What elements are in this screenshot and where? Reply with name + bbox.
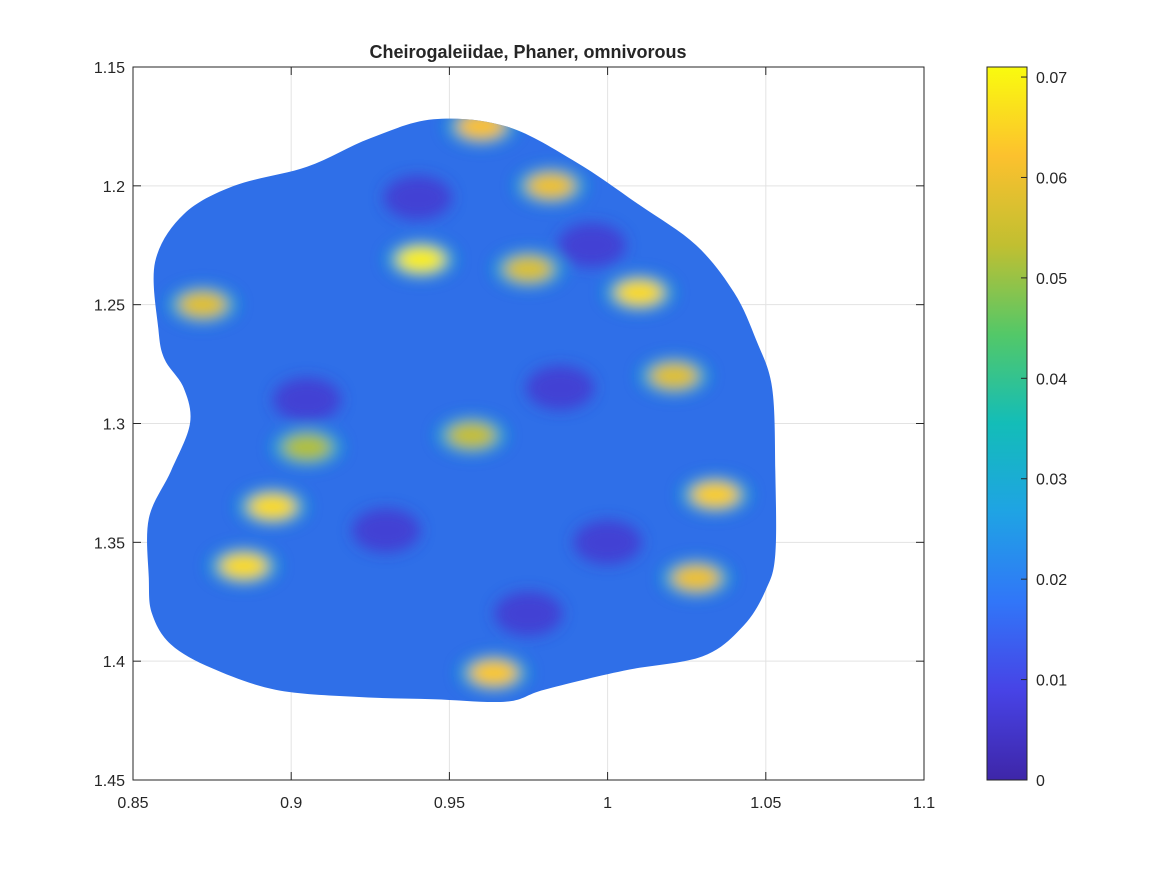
highlight-spot: [219, 553, 268, 580]
y-tick-label: 1.2: [103, 179, 125, 196]
colorbar-tick-label: 0.01: [1036, 673, 1067, 690]
y-tick-label: 1.15: [94, 60, 125, 77]
low-region: [273, 377, 342, 422]
colorbar-gradient: [986, 66, 1028, 781]
colorbar-tick-label: 0.07: [1036, 70, 1067, 87]
highlight-spot: [283, 434, 332, 461]
highlight-spot: [248, 493, 297, 520]
highlight-spot: [469, 660, 518, 687]
x-tick-label: 1: [603, 795, 612, 812]
highlight-spot: [447, 422, 496, 449]
colorbar-ticks: 0 0.01 0.02 0.03 0.04 0.05 0.06 0.07: [1021, 70, 1067, 790]
colorbar-tick-label: 0.06: [1036, 170, 1067, 187]
y-axis: 1.15 1.2 1.25 1.3 1.35 1.4 1.45: [94, 60, 924, 790]
highlight-spot: [672, 564, 721, 591]
x-tick-label: 0.85: [117, 795, 148, 812]
highlight-spot: [691, 481, 740, 508]
colorbar-tick-label: 0.03: [1036, 472, 1067, 489]
x-tick-label: 0.9: [280, 795, 302, 812]
colorbar-tick-label: 0.05: [1036, 271, 1067, 288]
surface-plot: [147, 118, 777, 703]
colorbar-tick-label: 0.02: [1036, 572, 1067, 589]
y-tick-label: 1.45: [94, 773, 125, 790]
y-tick-label: 1.4: [103, 654, 125, 671]
highlight-spot: [526, 172, 575, 199]
chart-title: Cheirogaleiidae, Phaner, omnivorous: [369, 42, 686, 62]
y-tick-label: 1.3: [103, 417, 125, 434]
highlight-spot: [650, 362, 699, 389]
y-tick-label: 1.25: [94, 298, 125, 315]
hotspots: [166, 118, 752, 694]
low-region: [526, 365, 595, 410]
x-tick-label: 1.1: [913, 795, 935, 812]
low-region: [557, 223, 626, 268]
low-region: [352, 508, 421, 553]
x-axis: 0.85 0.9 0.95 1 1.05 1.1: [117, 67, 935, 812]
highlight-spot: [615, 279, 664, 306]
highlight-spot: [504, 256, 553, 283]
y-tick-label: 1.35: [94, 535, 125, 552]
highlight-spot: [396, 246, 445, 273]
low-region: [494, 591, 563, 636]
colorbar-tick-label: 0.04: [1036, 371, 1067, 388]
highlight-spot: [178, 291, 227, 318]
low-region: [383, 175, 452, 220]
x-tick-label: 0.95: [434, 795, 465, 812]
colorbar-tick-label: 0: [1036, 773, 1045, 790]
x-tick-label: 1.05: [750, 795, 781, 812]
colorbar: 0 0.01 0.02 0.03 0.04 0.05 0.06 0.07: [986, 66, 1067, 790]
low-region: [573, 520, 642, 565]
